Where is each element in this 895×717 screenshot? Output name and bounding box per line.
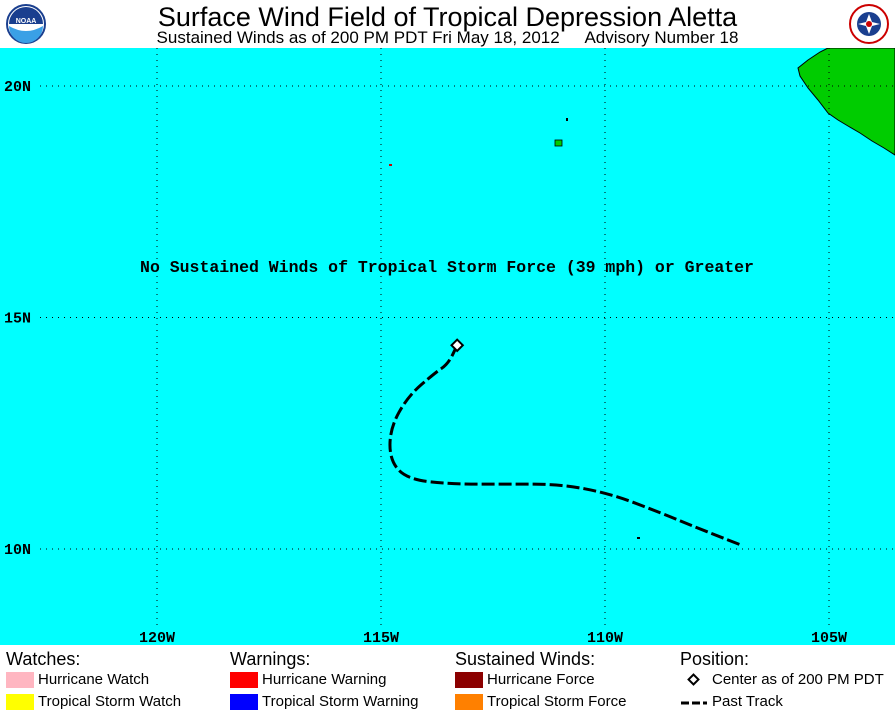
latitude-labels: 20N 15N 10N xyxy=(4,79,31,559)
page-subtitle: Sustained Winds as of 200 PM PDT Fri May… xyxy=(0,28,895,48)
legend-hurricane-warning: Hurricane Warning xyxy=(230,669,418,691)
hurricane-watch-label: Hurricane Watch xyxy=(38,671,150,688)
longitude-label: 110W xyxy=(587,630,623,645)
graticule xyxy=(40,48,895,626)
tropical-storm-watch-swatch xyxy=(6,694,34,711)
longitude-labels: 120W 115W 110W 105W xyxy=(139,630,847,645)
mexico-coast-land xyxy=(797,48,895,156)
hurricane-warning-label: Hurricane Warning xyxy=(262,671,387,688)
tropical-storm-warning-label: Tropical Storm Warning xyxy=(262,693,419,710)
longitude-label: 120W xyxy=(139,630,175,645)
noaa-logo: NOAA xyxy=(6,4,46,44)
legend-tropical-storm-force: Tropical Storm Force xyxy=(455,691,626,713)
national-weather-service-logo xyxy=(849,4,889,44)
hurricane-force-swatch xyxy=(455,672,483,689)
past-track-line xyxy=(388,344,740,546)
longitude-label: 105W xyxy=(811,630,847,645)
hurricane-force-label: Hurricane Force xyxy=(487,671,595,688)
dashed-line-icon xyxy=(680,694,708,710)
page-title: Surface Wind Field of Tropical Depressio… xyxy=(157,2,738,32)
island-clarion xyxy=(389,164,392,166)
legend-warnings-heading: Warnings: xyxy=(230,649,311,669)
tropical-storm-warning-swatch xyxy=(230,694,258,711)
legend-position: Position: Center as of 200 PM PDT Past T… xyxy=(680,649,884,713)
noaa-logo-text: NOAA xyxy=(16,18,37,25)
map-header: NOAA Surface Wind Field of Tropical Depr… xyxy=(0,0,895,48)
legend-winds-heading: Sustained Winds: xyxy=(455,649,596,669)
legend-sustained-winds: Sustained Winds: Hurricane Force Tropica… xyxy=(455,649,626,713)
hurricane-warning-swatch xyxy=(230,672,258,689)
map-legend: Watches: Hurricane Watch Tropical Storm … xyxy=(0,645,895,716)
tropical-storm-force-label: Tropical Storm Force xyxy=(487,693,627,710)
islands xyxy=(389,118,640,539)
hurricane-watch-swatch xyxy=(6,672,34,689)
subtitle-advisory: Advisory Number 18 xyxy=(584,28,739,47)
past-track-label: Past Track xyxy=(712,693,783,710)
legend-hurricane-watch: Hurricane Watch xyxy=(6,669,181,691)
legend-past-track: Past Track xyxy=(680,691,884,713)
longitude-label: 115W xyxy=(363,630,399,645)
wind-field-map: No Sustained Winds of Tropical Storm For… xyxy=(0,48,895,645)
island-clipperton xyxy=(637,537,640,539)
legend-position-heading: Position: xyxy=(680,649,750,669)
ocean-area xyxy=(0,48,895,645)
island-san-benedicto xyxy=(566,118,568,121)
latitude-label: 15N xyxy=(4,311,31,328)
island-socorro xyxy=(554,139,563,147)
diamond-icon xyxy=(680,672,708,688)
latitude-label: 20N xyxy=(4,79,31,96)
subtitle-timestamp: Sustained Winds as of 200 PM PDT Fri May… xyxy=(156,28,560,47)
no-wind-message: No Sustained Winds of Tropical Storm For… xyxy=(140,258,754,277)
legend-watches-heading: Watches: xyxy=(6,649,81,669)
legend-watches: Watches: Hurricane Watch Tropical Storm … xyxy=(6,649,181,713)
center-position-label: Center as of 200 PM PDT xyxy=(712,671,884,688)
legend-warnings: Warnings: Hurricane Warning Tropical Sto… xyxy=(230,649,418,713)
legend-center-position: Center as of 200 PM PDT xyxy=(680,669,884,691)
tropical-storm-watch-label: Tropical Storm Watch xyxy=(38,693,182,710)
tropical-storm-force-swatch xyxy=(455,694,483,711)
storm-center-marker xyxy=(450,338,465,353)
legend-hurricane-force: Hurricane Force xyxy=(455,669,626,691)
latitude-label: 10N xyxy=(4,542,31,559)
legend-tropical-storm-watch: Tropical Storm Watch xyxy=(6,691,181,713)
legend-tropical-storm-warning: Tropical Storm Warning xyxy=(230,691,418,713)
